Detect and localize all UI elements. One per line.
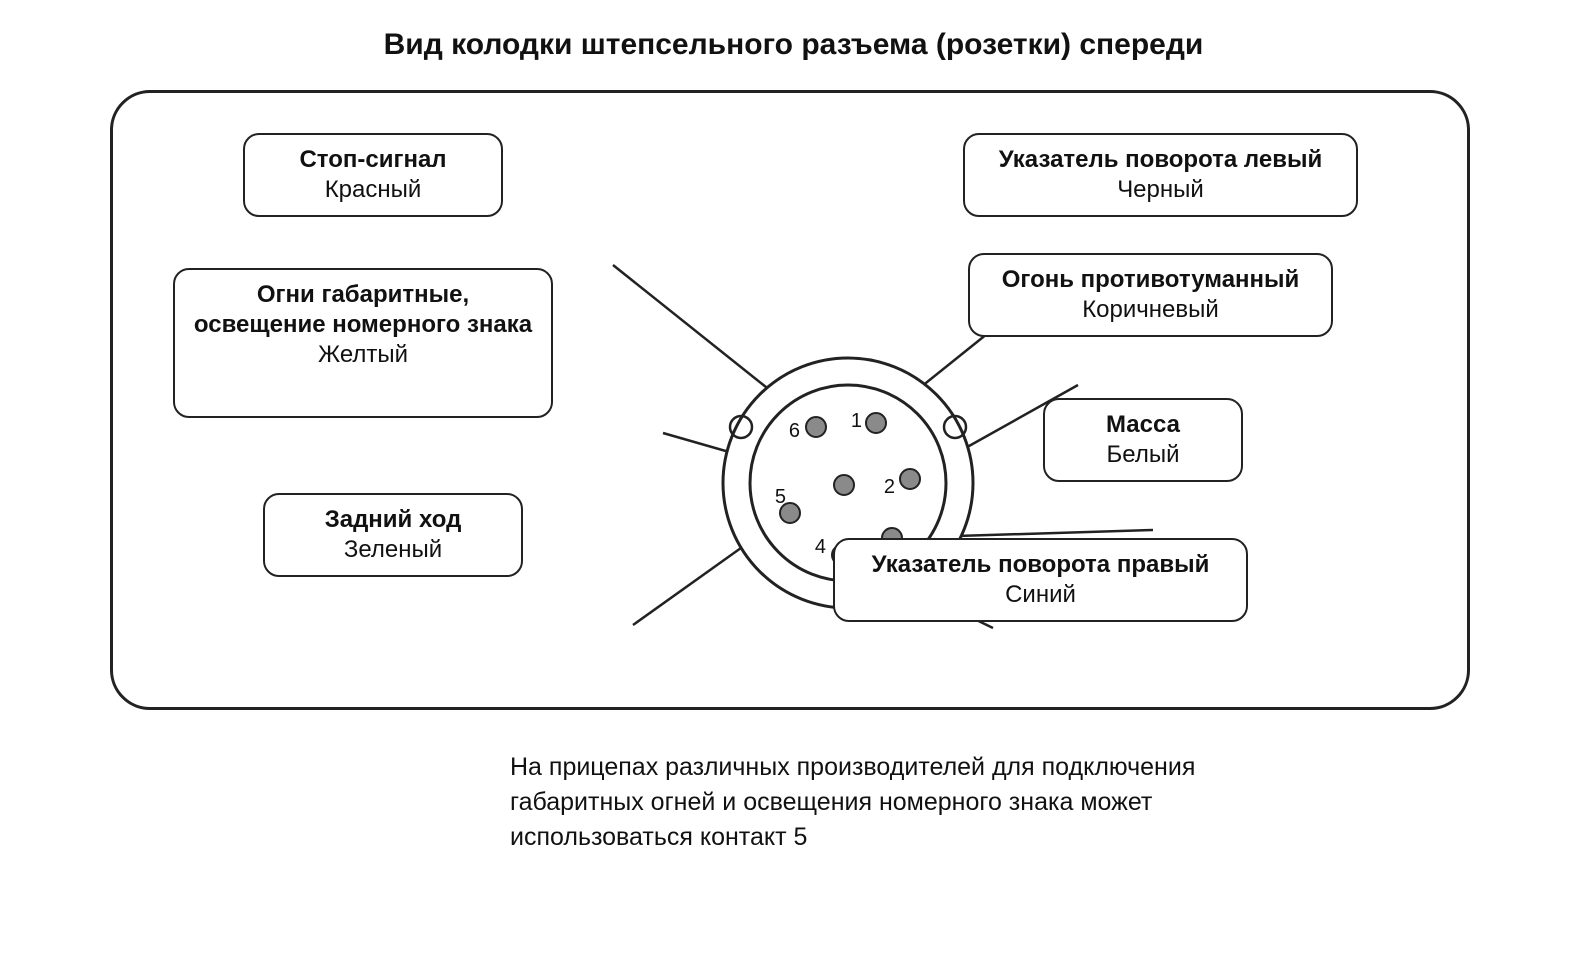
label-sub: Желтый	[193, 340, 533, 370]
label-sub: Красный	[263, 175, 483, 205]
svg-text:2: 2	[884, 476, 895, 498]
label-parking: Огни габаритные, освещение номерного зна…	[173, 268, 553, 418]
label-sub: Синий	[853, 580, 1228, 610]
label-sub: Зеленый	[283, 535, 503, 565]
svg-text:5: 5	[775, 486, 786, 508]
label-sub: Белый	[1063, 440, 1223, 470]
label-ground: МассаБелый	[1043, 398, 1243, 482]
svg-text:1: 1	[851, 410, 862, 432]
label-sub: Коричневый	[988, 295, 1313, 325]
label-title: Огонь противотуманный	[988, 265, 1313, 295]
svg-text:6: 6	[789, 420, 800, 442]
label-reverse: Задний ходЗеленый	[263, 493, 523, 577]
label-sub: Черный	[983, 175, 1338, 205]
label-title: Стоп-сигнал	[263, 145, 483, 175]
footnote: На прицепах различных производителей для…	[510, 750, 1230, 855]
label-title: Указатель поворота правый	[853, 550, 1228, 580]
label-right_turn: Указатель поворота правыйСиний	[833, 538, 1248, 622]
label-title: Задний ход	[283, 505, 503, 535]
label-title: Указатель поворота левый	[983, 145, 1338, 175]
diagram-title: Вид колодки штепсельного разъема (розетк…	[0, 28, 1587, 62]
diagram-frame: 123456 Стоп-сигналКрасныйОгни габаритные…	[110, 90, 1470, 710]
page: Вид колодки штепсельного разъема (розетк…	[0, 0, 1587, 953]
label-left_turn: Указатель поворота левыйЧерный	[963, 133, 1358, 217]
svg-text:4: 4	[815, 536, 826, 558]
label-title: Масса	[1063, 410, 1223, 440]
label-title: Огни габаритные, освещение номерного зна…	[193, 280, 533, 340]
label-stop: Стоп-сигналКрасный	[243, 133, 503, 217]
label-fog: Огонь противотуманныйКоричневый	[968, 253, 1333, 337]
